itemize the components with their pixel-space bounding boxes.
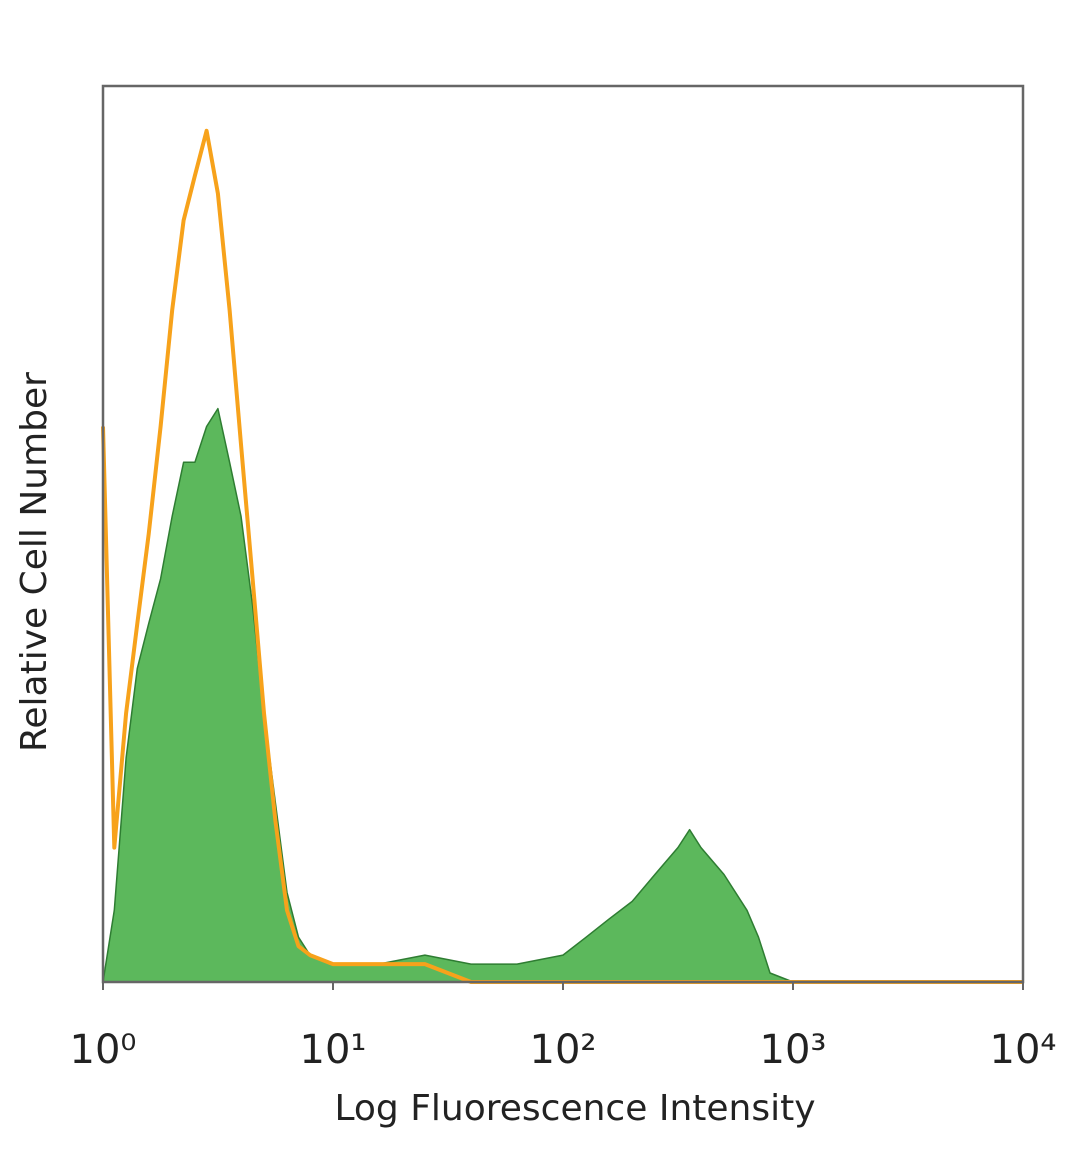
x-tick-label: 10³ bbox=[760, 1027, 827, 1073]
x-axis-label: Log Fluorescence Intensity bbox=[334, 1088, 815, 1129]
histogram-area bbox=[102, 407, 1024, 983]
x-tick-label: 10¹ bbox=[300, 1027, 367, 1073]
x-tick-label: 10² bbox=[530, 1027, 597, 1073]
x-tick-label: 10⁴ bbox=[990, 1027, 1057, 1073]
y-axis-label: Relative Cell Number bbox=[14, 372, 55, 752]
x-tick-label: 10⁰ bbox=[70, 1027, 137, 1073]
